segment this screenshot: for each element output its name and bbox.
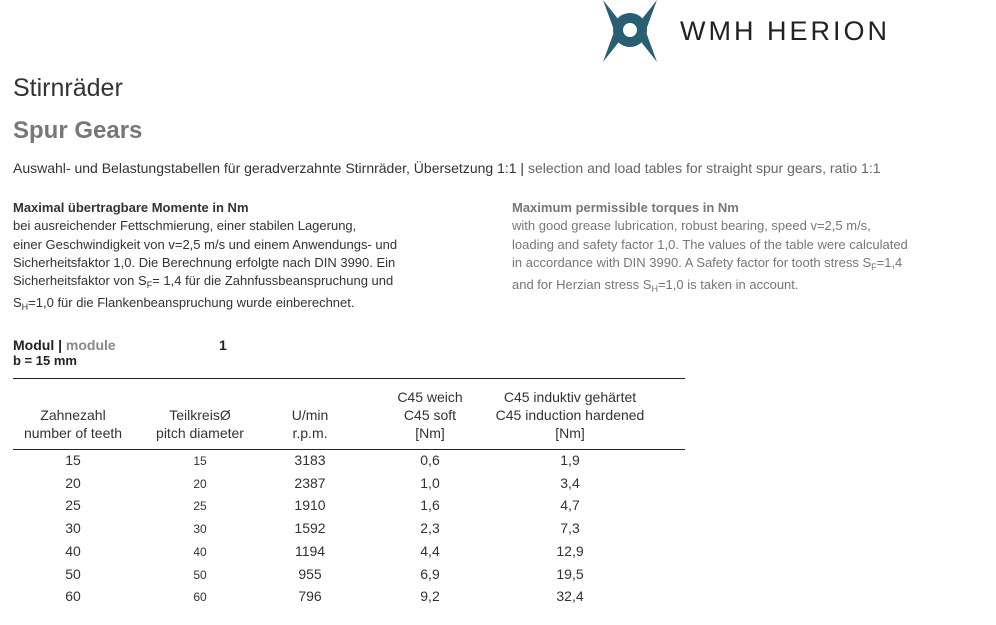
text: with good grease lubrication, robust bea… <box>512 218 871 234</box>
column-header: U/min <box>291 407 329 423</box>
text: Sicherheitsfaktor 1,0. Die Berechnung er… <box>13 254 396 270</box>
table-cell: 955 <box>298 565 322 582</box>
table-cell: 1910 <box>294 497 326 514</box>
table-rule <box>13 378 685 379</box>
subtitle-de: Auswahl- und Belastungstabellen für gera… <box>13 160 517 176</box>
table-cell: 7,3 <box>560 520 580 537</box>
text-line: loading and safety factor 1,0. The value… <box>512 236 908 254</box>
description-de: Maximal übertragbare Momente in Nm bei au… <box>13 199 397 317</box>
column-header: C45 induction hardened <box>495 407 645 423</box>
column-header: [Nm] <box>415 425 445 441</box>
table-cell: 60 <box>193 590 207 605</box>
text: einer Geschwindigkeit von v=2,5 m/s und … <box>13 236 398 252</box>
table-cell: 12,9 <box>556 542 584 559</box>
separator: | <box>520 160 525 176</box>
table-cell: 1194 <box>294 542 326 559</box>
table-cell: 1,9 <box>560 452 580 468</box>
table-cell: 0,6 <box>420 452 440 468</box>
column-header: Zahnezahl <box>40 407 106 423</box>
text-line: einer Geschwindigkeit von v=2,5 m/s und … <box>13 236 397 254</box>
table-cell: 50 <box>193 567 207 582</box>
subtitle: Auswahl- und Belastungstabellen für gera… <box>13 160 881 176</box>
table-cell: 32,4 <box>556 588 584 605</box>
table-cell: 15 <box>65 452 81 468</box>
column-header: C45 soft <box>403 407 457 423</box>
table-cell: 3,4 <box>560 474 580 491</box>
text-line: SH=1,0 für die Flankenbeanspruchung wurd… <box>13 294 397 316</box>
subtitle-en: selection and load tables for straight s… <box>527 160 881 176</box>
text: loading and safety factor 1,0. The value… <box>512 236 908 252</box>
table-cell: 25 <box>65 497 81 514</box>
column-header: number of teeth <box>23 425 123 441</box>
table-cell: 30 <box>65 520 81 537</box>
table-cell: 25 <box>193 499 207 514</box>
text: and for Herzian stress S <box>512 277 652 293</box>
text: =1,0 is taken in account. <box>657 277 799 293</box>
text: =1,0 für die Flankenbeanspruchung wurde … <box>28 295 355 311</box>
text: = 1,4 für die Zahnfussbeanspruchung und <box>152 273 394 289</box>
column-header: [Nm] <box>555 425 585 441</box>
table-cell: 60 <box>65 588 81 605</box>
module-label-en: module <box>65 337 116 353</box>
text: S <box>13 295 22 311</box>
text-line: bei ausreichender Fettschmierung, einer … <box>13 217 397 235</box>
title-de: Stirnräder <box>13 74 123 102</box>
text: in accordance with DIN 3990. A Safety fa… <box>512 254 872 270</box>
table-cell: 9,2 <box>420 588 440 605</box>
module-label: Modul <box>13 337 55 353</box>
text-line: in accordance with DIN 3990. A Safety fa… <box>512 254 908 276</box>
text: Sicherheitsfaktor von S <box>13 273 147 289</box>
module: Modul | module 1 b = 15 mm <box>13 337 227 368</box>
table-cell: 50 <box>65 565 81 582</box>
logo-icon <box>603 0 657 62</box>
table-cell: 1,6 <box>420 497 440 514</box>
description-en: Maximum permissible torques in Nm with go… <box>512 199 908 298</box>
text: bei ausreichender Fettschmierung, einer … <box>13 218 357 234</box>
subscript: H <box>651 284 658 295</box>
table-cell: 6,9 <box>420 565 440 582</box>
table-cell: 1,0 <box>420 474 440 491</box>
text: =1,4 <box>876 254 903 270</box>
table-cell: 4,7 <box>560 497 580 514</box>
column-header: C45 weich <box>397 389 463 405</box>
logo: WMH HERION <box>603 0 890 62</box>
table-cell: 20 <box>193 476 207 491</box>
width: b = 15 mm <box>13 353 77 368</box>
module-value: 1 <box>219 337 227 353</box>
table-cell: 2,3 <box>420 520 440 537</box>
subscript: F <box>871 261 877 272</box>
table-cell: 19,5 <box>556 565 584 582</box>
heading: Maximum permissible torques in Nm <box>512 200 739 215</box>
table-cell: 796 <box>298 588 322 605</box>
column-header: TeilkreisØ <box>169 407 231 423</box>
table-cell: 40 <box>65 542 81 559</box>
text-line: with good grease lubrication, robust bea… <box>512 217 908 235</box>
title-en: Spur Gears <box>13 117 143 144</box>
column-header: pitch diameter <box>156 425 244 441</box>
table-cell: 20 <box>65 474 81 491</box>
logo-text: WMH HERION <box>680 16 890 46</box>
text-line: Sicherheitsfaktor 1,0. Die Berechnung er… <box>13 254 397 272</box>
subscript: H <box>21 302 29 313</box>
table-rule <box>13 449 685 450</box>
text-line: Sicherheitsfaktor von SF= 1,4 für die Za… <box>13 272 397 294</box>
table-cell: 2387 <box>294 474 326 491</box>
table-cell: 1592 <box>294 520 326 537</box>
table-cell: 3183 <box>294 452 326 468</box>
column-header: C45 induktiv gehärtet <box>503 389 637 405</box>
table-cell: 4,4 <box>420 542 440 559</box>
table-cell: 40 <box>193 544 207 559</box>
table-cell: 30 <box>193 522 207 537</box>
column-header: r.p.m. <box>292 425 328 441</box>
subscript: F <box>146 280 153 291</box>
separator: | <box>58 337 63 353</box>
text-line: and for Herzian stress SH=1,0 is taken i… <box>512 276 908 298</box>
heading: Maximal übertragbare Momente in Nm <box>13 200 249 215</box>
table-cell: 15 <box>193 454 207 468</box>
